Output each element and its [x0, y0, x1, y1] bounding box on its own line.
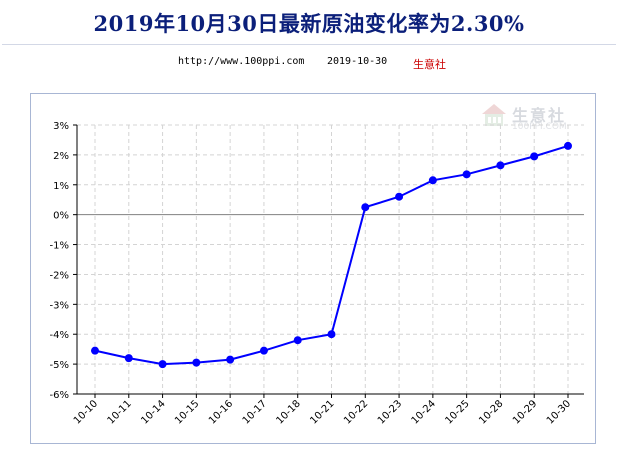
data-point [259, 346, 268, 355]
data-point [462, 170, 471, 179]
y-tick-label: -3% [50, 300, 69, 311]
watermark-domain: 100PPI.COM [512, 122, 567, 132]
x-tick-label: 10-10 [72, 398, 100, 426]
y-tick-label: -5% [50, 360, 69, 371]
chart-title: 2019年10月30日最新原油变化率为2.30% [93, 11, 525, 36]
x-tick-label: 10-24 [410, 398, 438, 426]
data-point [226, 355, 235, 364]
x-tick-label: 10-11 [106, 398, 134, 426]
source-url[interactable]: http://www.100ppi.com [178, 56, 305, 67]
data-point [361, 203, 370, 212]
x-tick-label: 10-22 [342, 398, 370, 426]
title-divider [2, 44, 616, 45]
data-point [496, 161, 505, 170]
data-point [192, 358, 201, 367]
house-logo-icon [482, 104, 506, 126]
x-tick-label: 10-15 [173, 398, 201, 426]
data-point [564, 141, 572, 150]
x-tick-label: 10-21 [308, 398, 336, 426]
chart-frame [30, 93, 596, 444]
data-point [91, 346, 99, 355]
data-point [293, 336, 302, 345]
y-tick-label: -4% [50, 330, 69, 341]
data-point [327, 330, 336, 339]
data-point [395, 192, 404, 201]
x-tick-label: 10-16 [207, 398, 235, 426]
x-tick-label: 10-25 [443, 398, 471, 426]
data-point [428, 176, 437, 185]
y-tick-label: 1% [53, 181, 69, 192]
publish-date: 2019-10-30 [327, 56, 388, 67]
x-tick-label: 10-17 [241, 398, 269, 426]
y-tick-label: -1% [50, 241, 69, 252]
y-tick-label: 3% [53, 121, 69, 132]
watermark-brand: 生意社 [512, 106, 567, 125]
x-tick-label: 10-28 [477, 398, 505, 426]
y-tick-label: -6% [50, 390, 69, 401]
y-tick-label: -2% [50, 270, 69, 281]
x-tick-label: 10-18 [275, 398, 303, 426]
x-tick-label: 10-30 [545, 398, 573, 426]
y-tick-label: 0% [53, 211, 69, 222]
data-point [158, 360, 167, 369]
x-tick-label: 10-23 [376, 398, 404, 426]
data-point [530, 152, 539, 161]
data-point [124, 354, 133, 363]
watermark: 生意社 100PPI.COM [480, 102, 580, 136]
x-tick-label: 10-14 [139, 398, 167, 426]
source-name[interactable]: 生意社 [413, 58, 446, 71]
y-tick-label: 2% [53, 151, 69, 162]
x-tick-label: 10-29 [511, 398, 539, 426]
